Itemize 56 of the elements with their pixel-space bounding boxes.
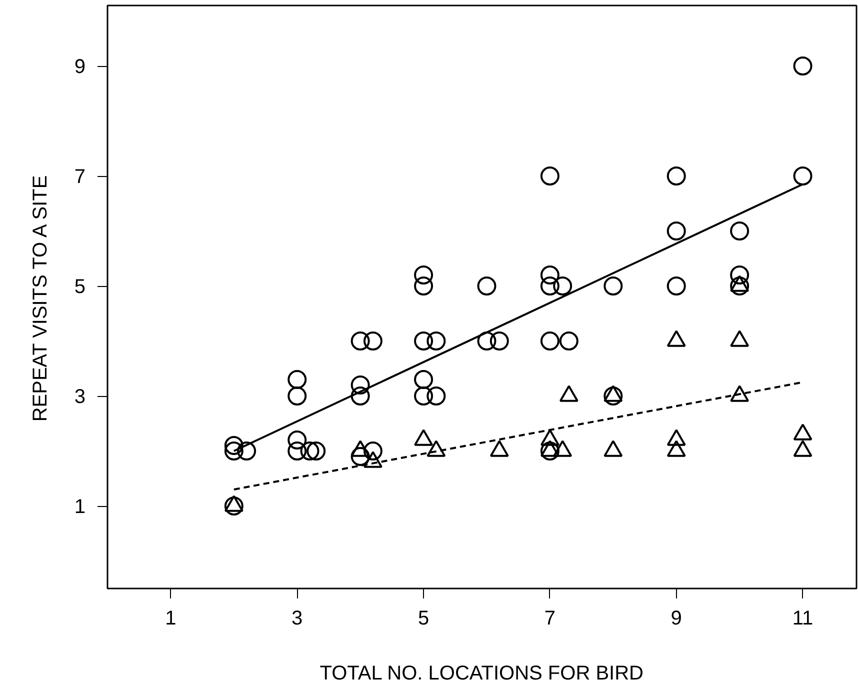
y-tick-label: 9	[74, 56, 86, 78]
point	[350, 376, 370, 394]
point	[288, 442, 307, 460]
point	[288, 370, 307, 389]
point	[350, 332, 370, 350]
point	[414, 386, 434, 406]
x-tick-label: 3	[292, 608, 303, 630]
x-tick-label: 7	[544, 608, 556, 630]
point	[237, 442, 256, 460]
point	[666, 276, 686, 296]
x-tick-label: 9	[670, 608, 682, 630]
point	[559, 332, 578, 350]
point	[300, 442, 320, 460]
y-tick-label: 5	[74, 276, 86, 298]
point	[477, 332, 496, 350]
point	[540, 276, 560, 296]
point	[426, 386, 446, 406]
y-tick-label: 3	[74, 386, 86, 408]
point	[224, 436, 244, 455]
point	[540, 442, 560, 460]
point	[363, 442, 382, 460]
x-axis-title: TOTAL NO. LOCATIONS FOR BIRD	[320, 662, 644, 684]
point	[490, 332, 509, 350]
point	[666, 166, 686, 186]
y-tick-label: 1	[74, 496, 86, 518]
point	[540, 166, 560, 186]
point	[414, 266, 434, 284]
point	[288, 386, 307, 406]
point	[730, 276, 750, 296]
point	[426, 332, 446, 350]
point	[350, 447, 370, 466]
point	[540, 266, 560, 284]
point	[604, 276, 623, 296]
point	[414, 370, 434, 389]
y-tick-label: 7	[74, 166, 86, 188]
point	[350, 386, 370, 406]
point	[414, 332, 434, 350]
point	[730, 266, 750, 284]
point	[363, 332, 382, 350]
y-axis-title: REPEAT VISITS TO A SITE	[29, 175, 52, 422]
point	[540, 332, 560, 350]
point	[306, 442, 326, 460]
x-tick-label: 1	[165, 608, 176, 630]
point	[730, 222, 750, 240]
point	[224, 496, 244, 516]
x-tick-label: 5	[418, 608, 430, 630]
point	[288, 430, 307, 450]
point	[666, 222, 686, 240]
point	[604, 386, 623, 406]
point	[414, 276, 434, 296]
point	[553, 276, 572, 296]
point	[477, 276, 496, 296]
point	[793, 166, 812, 186]
point	[224, 442, 244, 460]
x-tick-label: 11	[792, 608, 814, 630]
point	[793, 56, 812, 76]
